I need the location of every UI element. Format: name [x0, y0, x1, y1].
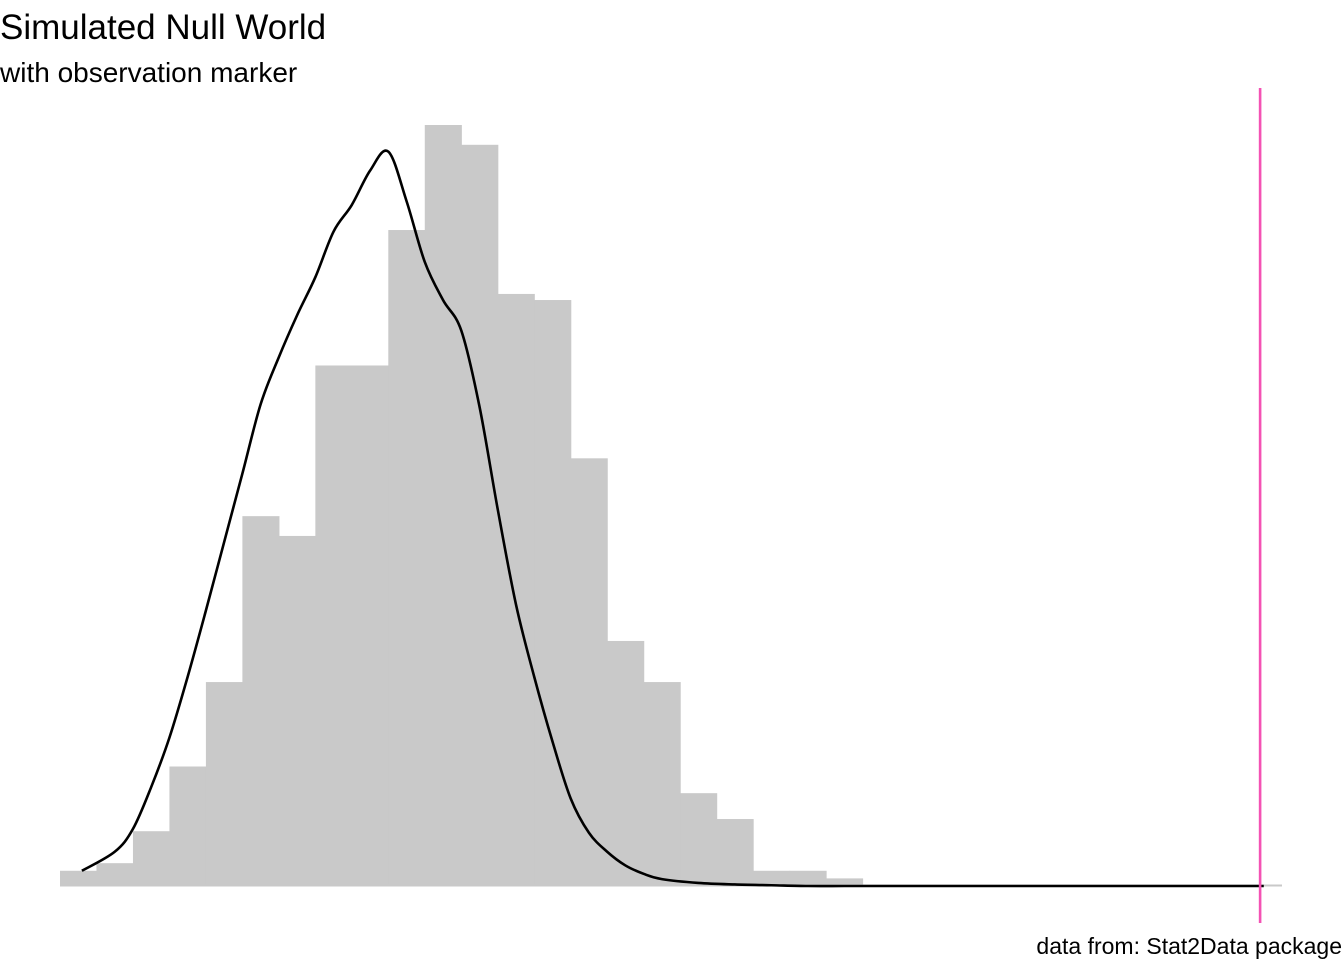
chart-caption: data from: Stat2Data package [1036, 933, 1342, 959]
histogram-bar [753, 870, 791, 886]
histogram-bar [388, 230, 426, 886]
histogram-bar [205, 682, 243, 886]
histogram-bar [424, 125, 462, 886]
histogram-bar [643, 682, 681, 886]
histogram-bar [716, 819, 754, 886]
histogram-bar [826, 878, 864, 886]
histogram-bar [60, 870, 98, 886]
histogram-bar [497, 293, 535, 886]
histogram-bar [278, 535, 316, 886]
histogram-bar [607, 640, 645, 886]
chart-subtitle: with observation marker [0, 57, 298, 88]
histogram-bar [132, 831, 171, 886]
histogram-bar [315, 365, 353, 887]
histogram-bar [242, 516, 280, 886]
histogram-bar [351, 365, 389, 887]
histogram-bar [534, 300, 572, 886]
histogram-bar [169, 766, 207, 886]
histogram-bar [461, 144, 499, 887]
histogram-bar [680, 793, 718, 886]
density-curve [81, 149, 1264, 888]
histogram-bar [96, 863, 134, 886]
histogram-bars [60, 125, 864, 887]
histogram-bar [789, 870, 827, 886]
histogram-bar [570, 458, 608, 886]
chart-title: Simulated Null World [0, 8, 327, 47]
